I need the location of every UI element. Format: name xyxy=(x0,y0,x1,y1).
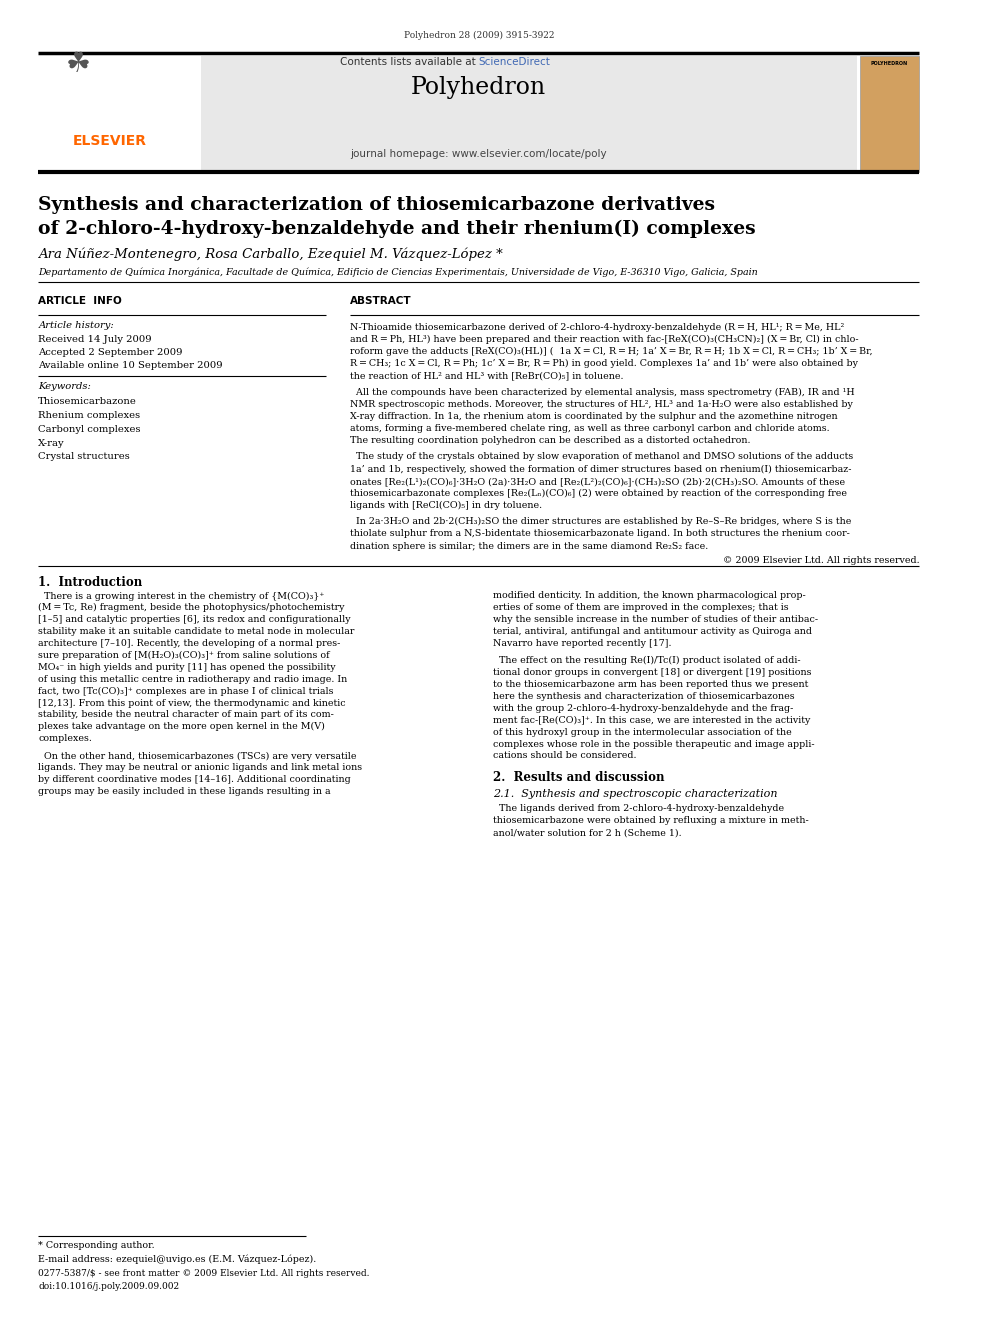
Text: why the sensible increase in the number of studies of their antibac-: why the sensible increase in the number … xyxy=(493,615,818,624)
Text: Navarro have reported recently [17].: Navarro have reported recently [17]. xyxy=(493,639,672,648)
Text: Article history:: Article history: xyxy=(39,321,114,331)
Bar xyxy=(39,56,201,172)
Text: Synthesis and characterization of thiosemicarbazone derivatives: Synthesis and characterization of thiose… xyxy=(39,196,715,214)
Text: MO₄⁻ in high yields and purity [11] has opened the possibility: MO₄⁻ in high yields and purity [11] has … xyxy=(39,663,336,672)
Text: ligands with [ReCl(CO)₅] in dry toluene.: ligands with [ReCl(CO)₅] in dry toluene. xyxy=(349,501,542,511)
Text: * Corresponding author.: * Corresponding author. xyxy=(39,1241,155,1250)
Text: anol/water solution for 2 h (Scheme 1).: anol/water solution for 2 h (Scheme 1). xyxy=(493,828,682,837)
Text: ELSEVIER: ELSEVIER xyxy=(73,134,147,148)
Text: onates [Re₂(L¹)₂(CO)₆]·3H₂O (2a)·3H₂O and [Re₂(L²)₂(CO)₆]·(CH₃)₂SO (2b)·2(CH₃)₂S: onates [Re₂(L¹)₂(CO)₆]·3H₂O (2a)·3H₂O an… xyxy=(349,476,844,486)
Text: ment fac-[Re(CO)₃]⁺. In this case, we are interested in the activity: ment fac-[Re(CO)₃]⁺. In this case, we ar… xyxy=(493,716,810,725)
Text: NMR spectroscopic methods. Moreover, the structures of HL², HL³ and 1a·H₂O were : NMR spectroscopic methods. Moreover, the… xyxy=(349,400,852,409)
Text: [1–5] and catalytic properties [6], its redox and configurationally: [1–5] and catalytic properties [6], its … xyxy=(39,615,351,624)
Text: © 2009 Elsevier Ltd. All rights reserved.: © 2009 Elsevier Ltd. All rights reserved… xyxy=(722,557,920,565)
Text: Contents lists available at: Contents lists available at xyxy=(340,57,479,67)
Text: of 2-chloro-4-hydroxy-benzaldehyde and their rhenium(I) complexes: of 2-chloro-4-hydroxy-benzaldehyde and t… xyxy=(39,220,756,238)
Text: POLYHEDRON: POLYHEDRON xyxy=(871,61,909,66)
Text: Accepted 2 September 2009: Accepted 2 September 2009 xyxy=(39,348,183,357)
Text: fact, two [Tc(CO)₃]⁺ complexes are in phase I of clinical trials: fact, two [Tc(CO)₃]⁺ complexes are in ph… xyxy=(39,687,333,696)
Text: modified denticity. In addition, the known pharmacological prop-: modified denticity. In addition, the kno… xyxy=(493,591,806,601)
Text: to the thiosemicarbazone arm has been reported thus we present: to the thiosemicarbazone arm has been re… xyxy=(493,680,808,689)
Text: and R = Ph, HL³) have been prepared and their reaction with fac-[ReX(CO)₃(CH₃CN): and R = Ph, HL³) have been prepared and … xyxy=(349,335,858,344)
Text: Departamento de Química Inorgánica, Facultade de Química, Edificio de Ciencias E: Departamento de Química Inorgánica, Facu… xyxy=(39,267,758,277)
Text: Carbonyl complexes: Carbonyl complexes xyxy=(39,425,141,434)
Text: 2.1.  Synthesis and spectroscopic characterization: 2.1. Synthesis and spectroscopic charact… xyxy=(493,789,778,799)
Text: complexes.: complexes. xyxy=(39,734,92,744)
Bar xyxy=(39,56,857,172)
Text: 1.  Introduction: 1. Introduction xyxy=(39,576,143,589)
Text: (M = Tc, Re) fragment, beside the photophysics/photochemistry: (M = Tc, Re) fragment, beside the photop… xyxy=(39,603,345,613)
Text: Ara Núñez-Montenegro, Rosa Carballo, Ezequiel M. Vázquez-López *: Ara Núñez-Montenegro, Rosa Carballo, Eze… xyxy=(39,247,503,261)
Text: R = CH₃; 1c X = Cl, R = Ph; 1c’ X = Br, R = Ph) in good yield. Complexes 1a’ and: R = CH₃; 1c X = Cl, R = Ph; 1c’ X = Br, … xyxy=(349,360,857,368)
Text: The ligands derived from 2-chloro-4-hydroxy-benzaldehyde: The ligands derived from 2-chloro-4-hydr… xyxy=(493,804,785,814)
Text: The effect on the resulting Re(I)/Tc(I) product isolated of addi-: The effect on the resulting Re(I)/Tc(I) … xyxy=(493,656,801,665)
Text: 0277-5387/$ - see front matter © 2009 Elsevier Ltd. All rights reserved.: 0277-5387/$ - see front matter © 2009 El… xyxy=(39,1269,370,1278)
Text: Thiosemicarbazone: Thiosemicarbazone xyxy=(39,397,137,406)
Text: Polyhedron 28 (2009) 3915-3922: Polyhedron 28 (2009) 3915-3922 xyxy=(404,30,554,40)
Text: stability, beside the neutral character of main part of its com-: stability, beside the neutral character … xyxy=(39,710,334,720)
Text: ScienceDirect: ScienceDirect xyxy=(479,57,551,67)
Text: dination sphere is similar; the dimers are in the same diamond Re₂S₂ face.: dination sphere is similar; the dimers a… xyxy=(349,541,707,550)
Text: here the synthesis and characterization of thiosemicarbazones: here the synthesis and characterization … xyxy=(493,692,795,701)
Bar xyxy=(860,56,920,172)
Text: stability make it an suitable candidate to metal node in molecular: stability make it an suitable candidate … xyxy=(39,627,355,636)
Text: erties of some of them are improved in the complexes; that is: erties of some of them are improved in t… xyxy=(493,603,789,613)
Text: cations should be considered.: cations should be considered. xyxy=(493,751,637,761)
Text: sure preparation of [M(H₂O)₃(CO)₃]⁺ from saline solutions of: sure preparation of [M(H₂O)₃(CO)₃]⁺ from… xyxy=(39,651,330,660)
Text: atoms, forming a five-membered chelate ring, as well as three carbonyl carbon an: atoms, forming a five-membered chelate r… xyxy=(349,425,829,433)
Text: thiolate sulphur from a N,S-bidentate thiosemicarbazonate ligand. In both struct: thiolate sulphur from a N,S-bidentate th… xyxy=(349,529,849,538)
Text: ABSTRACT: ABSTRACT xyxy=(349,296,411,307)
Text: Rhenium complexes: Rhenium complexes xyxy=(39,410,141,419)
Text: roform gave the adducts [ReX(CO)₃(HL)] ( 1a X = Cl, R = H; 1a’ X = Br, R = H; 1b: roform gave the adducts [ReX(CO)₃(HL)] (… xyxy=(349,347,872,356)
Text: the reaction of HL² and HL³ with [ReBr(CO)₅] in toluene.: the reaction of HL² and HL³ with [ReBr(C… xyxy=(349,372,623,381)
Text: with the group 2-chloro-4-hydroxy-benzaldehyde and the frag-: with the group 2-chloro-4-hydroxy-benzal… xyxy=(493,704,794,713)
Text: terial, antiviral, antifungal and antitumour activity as Quiroga and: terial, antiviral, antifungal and antitu… xyxy=(493,627,812,636)
Text: of using this metallic centre in radiotherapy and radio image. In: of using this metallic centre in radioth… xyxy=(39,675,347,684)
Text: ☘: ☘ xyxy=(66,49,91,78)
Text: ARTICLE  INFO: ARTICLE INFO xyxy=(39,296,122,307)
Text: Crystal structures: Crystal structures xyxy=(39,452,130,462)
Text: The study of the crystals obtained by slow evaporation of methanol and DMSO solu: The study of the crystals obtained by sl… xyxy=(349,452,853,462)
Text: tional donor groups in convergent [18] or divergent [19] positions: tional donor groups in convergent [18] o… xyxy=(493,668,811,677)
Text: Polyhedron: Polyhedron xyxy=(412,75,547,99)
Text: by different coordinative modes [14–16]. Additional coordinating: by different coordinative modes [14–16].… xyxy=(39,775,351,785)
Text: [12,13]. From this point of view, the thermodynamic and kinetic: [12,13]. From this point of view, the th… xyxy=(39,699,346,708)
Text: N-Thioamide thiosemicarbazone derived of 2-chloro-4-hydroxy-benzaldehyde (R = H,: N-Thioamide thiosemicarbazone derived of… xyxy=(349,323,844,332)
Text: On the other hand, thiosemicarbazones (TSCs) are very versatile: On the other hand, thiosemicarbazones (T… xyxy=(39,751,357,761)
Text: X-ray: X-ray xyxy=(39,438,64,447)
Text: In 2a·3H₂O and 2b·2(CH₃)₂SO the dimer structures are established by Re–S–Re brid: In 2a·3H₂O and 2b·2(CH₃)₂SO the dimer st… xyxy=(349,517,851,527)
Text: Keywords:: Keywords: xyxy=(39,382,91,392)
Text: X-ray diffraction. In 1a, the rhenium atom is coordinated by the sulphur and the: X-ray diffraction. In 1a, the rhenium at… xyxy=(349,411,837,421)
Text: ligands. They may be neutral or anionic ligands and link metal ions: ligands. They may be neutral or anionic … xyxy=(39,763,362,773)
Text: The resulting coordination polyhedron can be described as a distorted octahedron: The resulting coordination polyhedron ca… xyxy=(349,437,750,446)
Text: All the compounds have been characterized by elemental analysis, mass spectromet: All the compounds have been characterize… xyxy=(349,388,854,397)
Text: groups may be easily included in these ligands resulting in a: groups may be easily included in these l… xyxy=(39,787,331,796)
Text: journal homepage: www.elsevier.com/locate/poly: journal homepage: www.elsevier.com/locat… xyxy=(350,148,607,159)
Text: of this hydroxyl group in the intermolecular association of the: of this hydroxyl group in the intermolec… xyxy=(493,728,792,737)
Text: complexes whose role in the possible therapeutic and image appli-: complexes whose role in the possible the… xyxy=(493,740,814,749)
Text: Available online 10 September 2009: Available online 10 September 2009 xyxy=(39,361,223,370)
Text: 1a’ and 1b, respectively, showed the formation of dimer structures based on rhen: 1a’ and 1b, respectively, showed the for… xyxy=(349,464,851,474)
Text: E-mail address: ezequiel@uvigo.es (E.M. Vázquez-López).: E-mail address: ezequiel@uvigo.es (E.M. … xyxy=(39,1254,316,1263)
Text: doi:10.1016/j.poly.2009.09.002: doi:10.1016/j.poly.2009.09.002 xyxy=(39,1282,180,1291)
Text: Received 14 July 2009: Received 14 July 2009 xyxy=(39,335,152,344)
Text: thiosemicarbazone were obtained by refluxing a mixture in meth-: thiosemicarbazone were obtained by reflu… xyxy=(493,816,808,826)
Text: 2.  Results and discussion: 2. Results and discussion xyxy=(493,771,665,785)
Text: thiosemicarbazonate complexes [Re₂(Lₙ)(CO)₆] (2) were obtained by reaction of th: thiosemicarbazonate complexes [Re₂(Lₙ)(C… xyxy=(349,490,846,497)
Text: plexes take advantage on the more open kernel in the M(V): plexes take advantage on the more open k… xyxy=(39,722,325,732)
Text: architecture [7–10]. Recently, the developing of a normal pres-: architecture [7–10]. Recently, the devel… xyxy=(39,639,340,648)
Text: There is a growing interest in the chemistry of {M(CO)₃}⁺: There is a growing interest in the chemi… xyxy=(39,591,324,601)
